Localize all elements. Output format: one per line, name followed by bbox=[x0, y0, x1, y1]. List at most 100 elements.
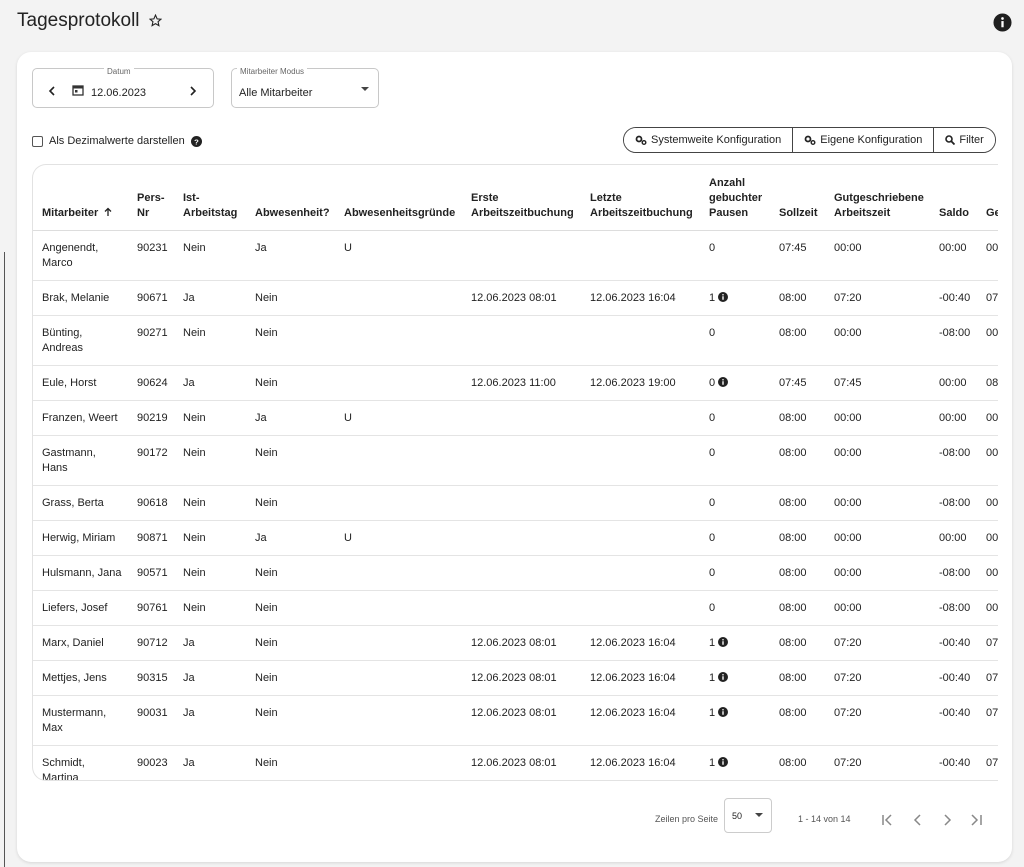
table-cell: 0 bbox=[700, 315, 770, 365]
cell-text: Nein bbox=[183, 532, 206, 544]
filter-button[interactable]: Filter bbox=[933, 128, 994, 152]
pause-info-icon[interactable] bbox=[718, 292, 728, 302]
table-cell: Mettjes, Jens bbox=[33, 660, 128, 695]
cell-text: 0 bbox=[709, 327, 715, 339]
next-day[interactable] bbox=[189, 86, 197, 96]
own-config-button[interactable]: Eigene Konfiguration bbox=[792, 128, 933, 152]
cell-text: 90571 bbox=[137, 567, 168, 579]
cell-text: 07 bbox=[986, 707, 998, 719]
table-cell: Ja bbox=[246, 520, 335, 555]
calendar-icon[interactable] bbox=[72, 84, 84, 96]
cell-text: -08:00 bbox=[939, 327, 970, 339]
column-header: Erste Arbeitszeitbuchung bbox=[462, 165, 581, 230]
table-cell: 08:00 bbox=[770, 625, 825, 660]
cell-text: Ja bbox=[183, 707, 195, 719]
button-label: Filter bbox=[959, 134, 983, 146]
table-cell: 00 bbox=[977, 315, 998, 365]
help-icon: ? bbox=[191, 136, 202, 147]
cell-text: 90671 bbox=[137, 292, 168, 304]
cell-text: Nein bbox=[255, 637, 278, 649]
table-cell bbox=[581, 520, 700, 555]
table-cell: U bbox=[335, 520, 462, 555]
table-cell: 00 bbox=[977, 590, 998, 625]
first-page[interactable] bbox=[883, 815, 891, 825]
table-cell: Nein bbox=[174, 485, 246, 520]
dropdown-arrow bbox=[361, 87, 369, 92]
cell-text: 90618 bbox=[137, 497, 168, 509]
decimal-checkbox[interactable]: Als Dezimalwerte darstellen ? bbox=[32, 135, 202, 147]
pause-info-icon[interactable] bbox=[718, 377, 728, 387]
table-cell: 07 bbox=[977, 625, 998, 660]
svg-text:?: ? bbox=[194, 137, 199, 146]
table-cell: Nein bbox=[174, 435, 246, 485]
table-cell bbox=[581, 485, 700, 520]
cell-text: Liefers, Josef bbox=[42, 602, 107, 614]
cell-text: 00:00 bbox=[834, 327, 862, 339]
table-cell bbox=[581, 555, 700, 590]
table-cell: 90712 bbox=[128, 625, 174, 660]
prev-day[interactable] bbox=[48, 86, 56, 96]
cell-text: 90231 bbox=[137, 242, 168, 254]
table-cell: 08:00 bbox=[770, 315, 825, 365]
data-table: MitarbeiterPers-NrIst-ArbeitstagAbwesenh… bbox=[33, 165, 998, 781]
rows-per-page-select[interactable]: 50 bbox=[724, 798, 772, 833]
table-cell bbox=[335, 625, 462, 660]
table-cell: -08:00 bbox=[930, 555, 977, 590]
cell-text: 08:00 bbox=[779, 412, 807, 424]
table-row: Brak, Melanie90671JaNein12.06.2023 08:01… bbox=[33, 280, 998, 315]
cell-text: 90031 bbox=[137, 707, 168, 719]
table-cell: 00:00 bbox=[930, 365, 977, 400]
date-field[interactable]: Datum 12.06.2023 bbox=[32, 68, 214, 108]
cell-text: -08:00 bbox=[939, 567, 970, 579]
mode-select[interactable]: Mitarbeiter Modus Alle Mitarbeiter bbox=[231, 68, 379, 108]
table-cell: 08:00 bbox=[770, 435, 825, 485]
cell-text: 1 bbox=[709, 637, 715, 649]
column-header[interactable]: Mitarbeiter bbox=[33, 165, 128, 230]
column-header-label: Erste Arbeitszeitbuchung bbox=[471, 192, 574, 219]
prev-page[interactable] bbox=[915, 815, 920, 825]
table-cell bbox=[462, 485, 581, 520]
table-cell: -08:00 bbox=[930, 435, 977, 485]
table-cell: 90671 bbox=[128, 280, 174, 315]
cell-text: 07 bbox=[986, 672, 998, 684]
search-icon bbox=[945, 135, 955, 145]
cell-text: 08:00 bbox=[779, 637, 807, 649]
cell-text: Nein bbox=[255, 672, 278, 684]
pause-info-icon[interactable] bbox=[718, 672, 728, 682]
favorite-star[interactable] bbox=[149, 14, 162, 27]
table-cell bbox=[462, 230, 581, 280]
cell-text: Mettjes, Jens bbox=[42, 672, 107, 684]
cell-text: 08 bbox=[986, 377, 998, 389]
cell-text: 08:00 bbox=[779, 672, 807, 684]
column-header-label: Abwesenheit? bbox=[255, 207, 330, 219]
cell-text: 08:00 bbox=[779, 602, 807, 614]
rows-per-page-value: 50 bbox=[732, 811, 742, 821]
cell-text: 00:00 bbox=[834, 412, 862, 424]
page-title: Tagesprotokoll bbox=[17, 10, 140, 32]
table-cell: 1 bbox=[700, 745, 770, 781]
table-cell: 08:00 bbox=[770, 485, 825, 520]
cell-text: 08:00 bbox=[779, 327, 807, 339]
info-button[interactable] bbox=[993, 13, 1012, 32]
table-row: Schmidt, Martina90023JaNein12.06.2023 08… bbox=[33, 745, 998, 781]
icon-dot bbox=[722, 708, 724, 710]
next-page[interactable] bbox=[945, 815, 950, 825]
table-cell: 12.06.2023 19:00 bbox=[581, 365, 700, 400]
table-cell: 00 bbox=[977, 520, 998, 555]
table-cell: -00:40 bbox=[930, 660, 977, 695]
system-config-button[interactable]: Systemweite Konfiguration bbox=[624, 128, 792, 152]
last-page[interactable] bbox=[972, 815, 981, 825]
table-cell: 00:00 bbox=[930, 400, 977, 435]
cell-text: 12.06.2023 16:04 bbox=[590, 672, 676, 684]
checkbox-box[interactable] bbox=[32, 136, 43, 147]
pause-info-icon[interactable] bbox=[718, 637, 728, 647]
table-cell: 1 bbox=[700, 625, 770, 660]
table-cell: 00:00 bbox=[825, 315, 930, 365]
cell-text: 08:00 bbox=[779, 707, 807, 719]
pause-info-icon[interactable] bbox=[718, 757, 728, 767]
cell-text: 00:00 bbox=[834, 497, 862, 509]
table-cell: 00:00 bbox=[825, 400, 930, 435]
cell-text: 12.06.2023 08:01 bbox=[471, 672, 557, 684]
pause-info-icon[interactable] bbox=[718, 707, 728, 717]
table-cell: 90871 bbox=[128, 520, 174, 555]
